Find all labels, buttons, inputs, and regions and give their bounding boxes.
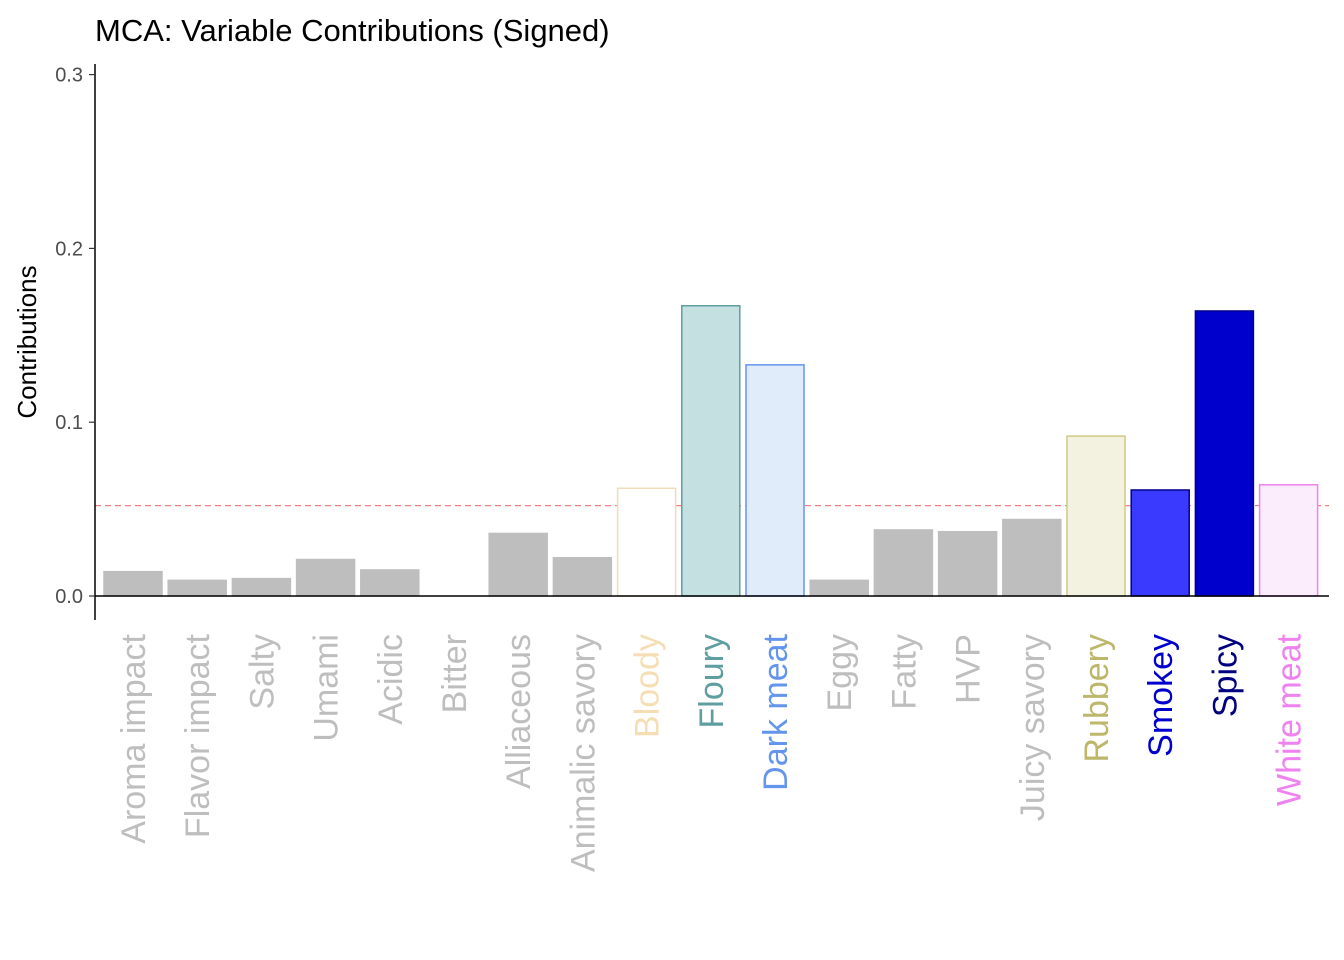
bar-dark-meat — [745, 364, 805, 597]
x-tick-label: Bloody — [629, 634, 667, 738]
bar-juicy-savory — [1002, 518, 1062, 597]
x-tick-label: Acidic — [372, 634, 410, 725]
x-tick-label: Flavor impact — [179, 633, 217, 838]
bar-eggy — [809, 579, 869, 597]
plot-area: 0.0 0.1 0.2 0.3 Aroma impact Flavor impact Sal… — [55, 64, 1329, 872]
bar-salty — [231, 577, 292, 597]
x-tick-label: White meat — [1271, 633, 1309, 805]
x-tick-label: Alliaceous — [500, 634, 538, 789]
x-tick-label: Aroma impact — [115, 633, 153, 843]
bar-smokey — [1130, 489, 1190, 597]
bar-floury — [681, 305, 741, 597]
bar-rubbery — [1066, 435, 1126, 597]
x-tick-label: Umami — [308, 634, 346, 742]
y-tick-label: 0.0 — [55, 586, 83, 608]
x-tick-label: Animalic savory — [564, 634, 602, 872]
x-tick-label: HVP — [950, 634, 988, 704]
y-tick-label: 0.3 — [55, 65, 83, 87]
x-tick-label: Dark meat — [757, 633, 795, 790]
bar-hvp — [937, 530, 998, 597]
chart-title: MCA: Variable Contributions (Signed) — [95, 13, 610, 48]
bar-aroma-impact — [103, 570, 163, 597]
x-tick-label: Salty — [243, 634, 281, 710]
y-tick-label: 0.1 — [55, 412, 83, 434]
bar-spicy — [1194, 310, 1255, 597]
y-axis-label: Contributions — [12, 265, 42, 418]
x-tick-label: Floury — [693, 634, 731, 728]
x-tick-label: Eggy — [821, 634, 859, 712]
bar-alliaceous — [488, 532, 548, 597]
bar-umami — [295, 558, 356, 597]
bar-acidic — [360, 569, 420, 597]
bar-white-meat — [1258, 484, 1319, 597]
bar-fatty — [873, 529, 934, 597]
x-tick-label: Spicy — [1206, 634, 1244, 717]
x-tick-label: Bitter — [436, 634, 474, 713]
x-tick-label: Juicy savory — [1014, 634, 1052, 821]
x-tick-label: Fatty — [885, 634, 923, 710]
x-tick-label: Rubbery — [1078, 634, 1116, 763]
bar-bloody — [616, 487, 677, 597]
x-tick-label: Smokey — [1142, 634, 1180, 757]
bar-flavor-impact — [167, 579, 227, 597]
bar-animalic-savory — [552, 557, 613, 597]
y-tick-label: 0.2 — [55, 238, 83, 260]
